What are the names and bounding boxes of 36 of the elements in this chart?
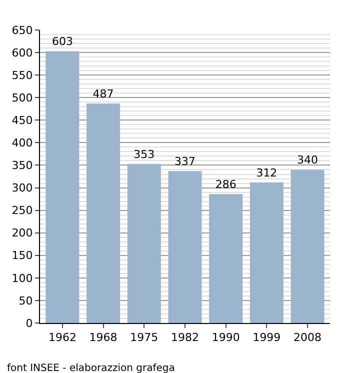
y-tick-label: 350 <box>12 159 33 172</box>
bar <box>86 103 120 323</box>
data-label: 353 <box>134 148 155 161</box>
bar <box>290 170 324 323</box>
bar <box>250 182 284 323</box>
bar <box>168 171 202 323</box>
x-tick-label: 1982 <box>171 331 199 344</box>
data-label: 337 <box>174 155 196 168</box>
x-tick-label: 1975 <box>130 331 158 344</box>
y-tick-label: 650 <box>12 24 33 37</box>
y-tick-label: 550 <box>12 68 33 82</box>
y-tick-label: 50 <box>18 294 33 308</box>
text: font INSEE - elaborazzion grafega <box>7 363 175 373</box>
data-label: 340 <box>297 154 318 167</box>
x-tick-label: 1999 <box>252 331 281 344</box>
data-label: 487 <box>92 87 114 100</box>
x-tick-label: 1990 <box>212 331 240 344</box>
y-tick-label: 150 <box>12 249 33 262</box>
y-tick-label: 600 <box>12 46 33 60</box>
y-tick-label: 200 <box>12 226 33 240</box>
x-tick-label: 2008 <box>294 331 322 344</box>
bar <box>209 194 243 323</box>
x-tick-label: 1968 <box>89 331 118 344</box>
x-tick-label: 1962 <box>48 331 76 344</box>
y-tick-label: 0 <box>26 316 33 330</box>
y-tick-label: 300 <box>12 182 33 195</box>
y-tick-label: 500 <box>12 91 33 104</box>
data-label: 312 <box>256 166 278 180</box>
y-tick-label: 400 <box>12 136 33 150</box>
data-label: 286 <box>215 178 236 192</box>
y-tick-label: 450 <box>12 114 33 127</box>
y-tick-label: 250 <box>12 204 33 218</box>
data-label: 603 <box>52 35 73 48</box>
bar <box>127 164 161 323</box>
y-tick-label: 100 <box>12 272 33 285</box>
bar <box>46 51 80 323</box>
